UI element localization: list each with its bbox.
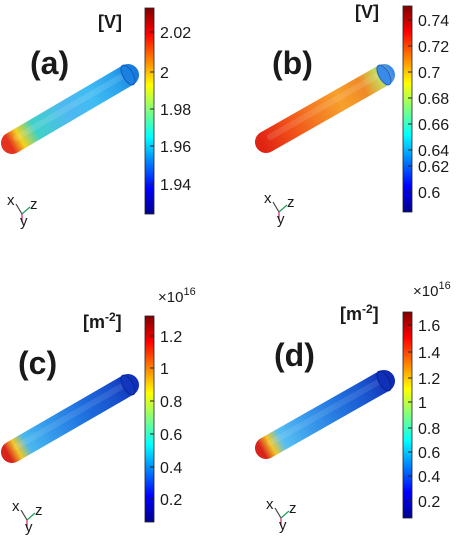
axis-y-label: y <box>277 211 285 228</box>
tick-label: 0.64 <box>418 143 449 160</box>
unit-label: [m-2] <box>340 302 379 324</box>
exponent-label: ×1016 <box>158 286 196 306</box>
tick-label: 1.2 <box>418 371 440 388</box>
axes-triad: x z y <box>7 192 38 230</box>
tick-label: 0.68 <box>418 91 449 108</box>
colorbar-ticks: 1.6 1.4 1.2 1 0.8 0.6 0.4 0.2 <box>408 318 440 511</box>
rod <box>255 370 395 459</box>
tick-label: 1.2 <box>160 329 182 346</box>
panel-d: (d) [m-2] ×1016 <box>255 280 451 534</box>
panel-c: (c) [m-2] ×1016 <box>1 286 196 536</box>
tick-label: 2 <box>160 65 169 82</box>
axes-triad: x z y <box>12 498 43 536</box>
colorbar <box>144 315 155 523</box>
tick-label: 0.62 <box>418 159 449 176</box>
tick-label: 1.6 <box>418 318 440 335</box>
axes-triad: x z y <box>264 190 295 228</box>
colorbar <box>402 5 413 213</box>
axis-x-label: x <box>12 498 20 515</box>
axis-z-label: z <box>30 196 38 213</box>
tick-label: 1.94 <box>160 177 191 194</box>
axis-z-label: z <box>287 194 295 211</box>
unit-label: [m-2] <box>83 310 122 332</box>
tick-label: 0.72 <box>418 39 449 56</box>
axis-x-label: x <box>266 496 274 513</box>
colorbar <box>402 311 413 519</box>
axis-z-label: z <box>35 502 43 519</box>
tick-label: 0.6 <box>418 445 440 462</box>
tick-label: 0.2 <box>418 494 440 511</box>
panel-label: (a) <box>30 45 69 81</box>
unit-label: [V] <box>355 2 379 22</box>
axis-z-label: z <box>289 500 297 517</box>
colorbar <box>144 7 155 215</box>
exponent-label: ×1016 <box>413 280 451 300</box>
axis-y-label: y <box>20 213 28 230</box>
axis-x-label: x <box>264 190 272 207</box>
tick-label: 1 <box>418 395 427 412</box>
tick-label: 1.4 <box>418 345 440 362</box>
rod <box>1 64 139 154</box>
axis-y-label: y <box>25 519 33 536</box>
panel-label: (b) <box>272 45 313 81</box>
tick-label: 0.4 <box>418 469 440 486</box>
tick-label: 0.7 <box>418 65 440 82</box>
tick-label: 1.96 <box>160 139 191 156</box>
panel-label: (d) <box>274 337 315 373</box>
tick-label: 0.4 <box>160 460 182 477</box>
tick-label: 0.6 <box>418 185 440 202</box>
tick-label: 0.8 <box>160 394 182 411</box>
tick-label: 2.02 <box>160 25 191 42</box>
tick-label: 1 <box>160 361 169 378</box>
axes-triad: x z y <box>266 496 297 534</box>
colorbar-ticks: 2.02 2 1.98 1.96 1.94 <box>150 25 191 194</box>
unit-label: [V] <box>98 12 122 32</box>
colorbar-ticks: 1.2 1 0.8 0.6 0.4 0.2 <box>150 329 182 509</box>
tick-label: 0.8 <box>418 421 440 438</box>
tick-label: 0.74 <box>418 13 449 30</box>
axis-y-label: y <box>279 517 287 534</box>
tick-label: 0.2 <box>160 492 182 509</box>
colorbar-ticks: 0.74 0.72 0.7 0.68 0.66 0.64 0.62 0.6 <box>408 13 449 202</box>
tick-label: 0.66 <box>418 117 449 134</box>
axis-x-label: x <box>7 192 15 209</box>
panel-b: (b) [V] <box>255 2 449 228</box>
tick-label: 0.6 <box>160 427 182 444</box>
rod <box>1 374 139 463</box>
rod <box>255 64 395 153</box>
panel-label: (c) <box>18 345 57 381</box>
tick-label: 1.98 <box>160 102 191 119</box>
panel-a: (a) [V] <box>1 7 191 230</box>
